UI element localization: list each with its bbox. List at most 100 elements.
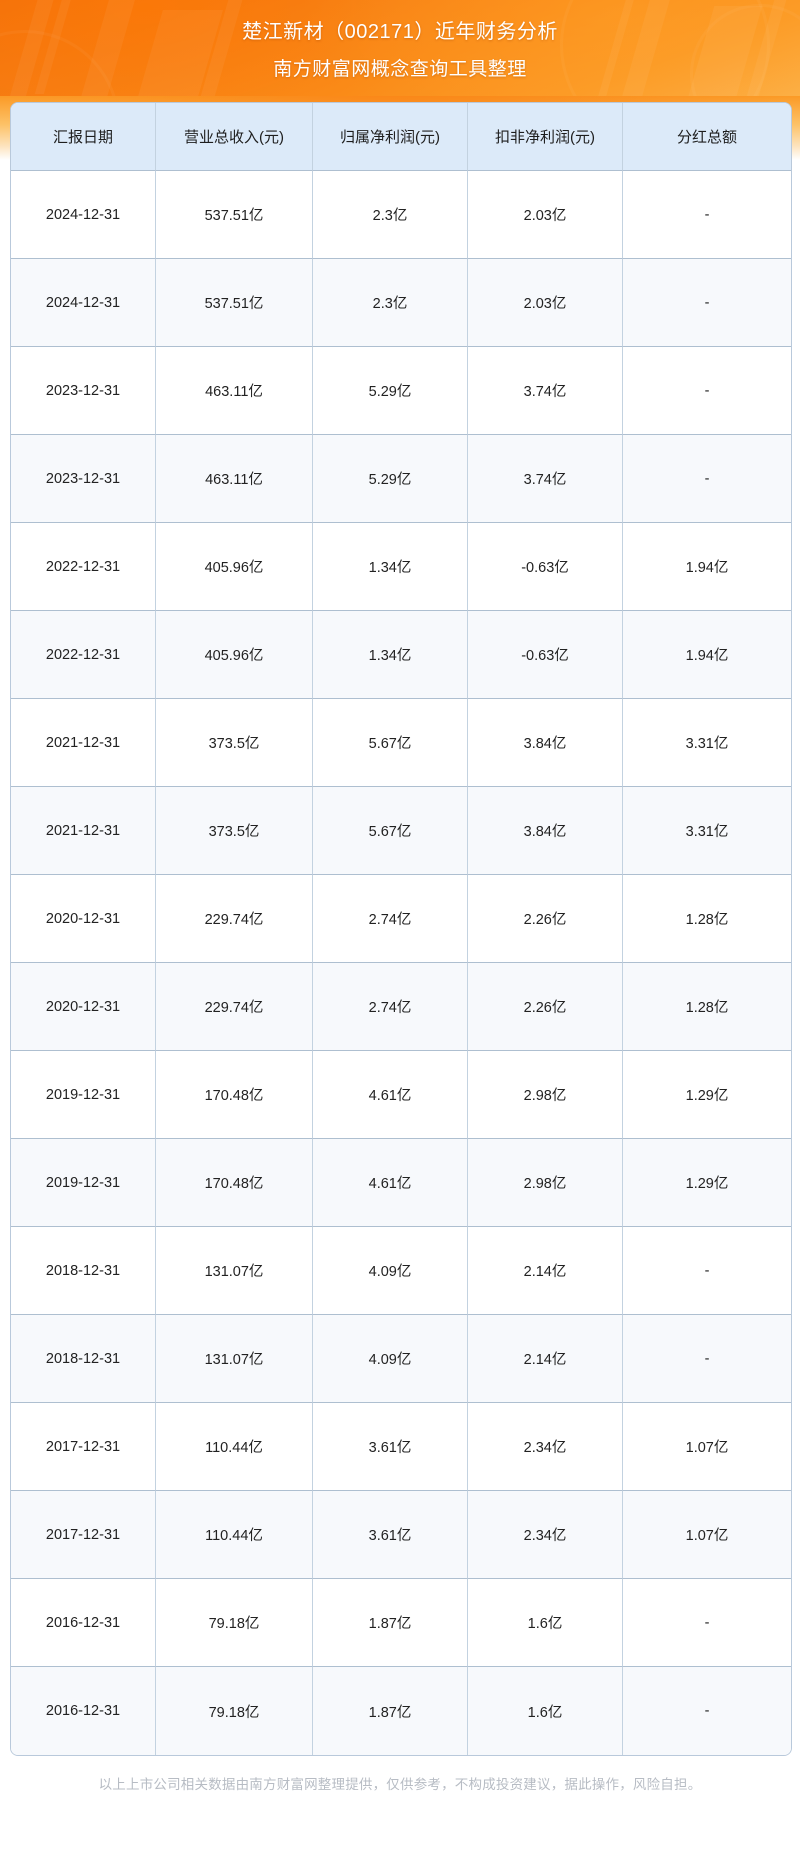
cell-deducted-profit: 2.26亿 — [468, 875, 623, 963]
column-header-report-date: 汇报日期 — [11, 103, 156, 171]
cell-total-revenue: 229.74亿 — [156, 875, 313, 963]
cell-total-revenue: 110.44亿 — [156, 1491, 313, 1579]
cell-deducted-profit: 3.74亿 — [468, 347, 623, 435]
cell-net-profit: 3.61亿 — [313, 1403, 468, 1491]
cell-net-profit: 4.61亿 — [313, 1051, 468, 1139]
cell-dividend-total: 3.31亿 — [623, 787, 791, 875]
cell-total-revenue: 131.07亿 — [156, 1227, 313, 1315]
cell-deducted-profit: 3.84亿 — [468, 699, 623, 787]
page-banner: 楚江新材（002171）近年财务分析 南方财富网概念查询工具整理 — [0, 0, 800, 96]
cell-deducted-profit: 2.98亿 — [468, 1051, 623, 1139]
table-header: 汇报日期 营业总收入(元) 归属净利润(元) 扣非净利润(元) 分红总额 — [11, 103, 791, 171]
cell-total-revenue: 373.5亿 — [156, 699, 313, 787]
cell-total-revenue: 131.07亿 — [156, 1315, 313, 1403]
cell-total-revenue: 79.18亿 — [156, 1667, 313, 1755]
cell-total-revenue: 373.5亿 — [156, 787, 313, 875]
cell-deducted-profit: 2.26亿 — [468, 963, 623, 1051]
cell-report-date: 2019-12-31 — [11, 1051, 156, 1139]
cell-net-profit: 5.29亿 — [313, 435, 468, 523]
cell-net-profit: 4.61亿 — [313, 1139, 468, 1227]
cell-report-date: 2016-12-31 — [11, 1579, 156, 1667]
cell-dividend-total: - — [623, 1579, 791, 1667]
cell-dividend-total: - — [623, 1227, 791, 1315]
table-row: 2022-12-31 405.96亿 1.34亿 -0.63亿 1.94亿 — [11, 611, 791, 699]
cell-dividend-total: 1.29亿 — [623, 1051, 791, 1139]
cell-net-profit: 4.09亿 — [313, 1227, 468, 1315]
cell-dividend-total: - — [623, 259, 791, 347]
cell-deducted-profit: 2.03亿 — [468, 171, 623, 259]
footer-disclaimer: 以上上市公司相关数据由南方财富网整理提供，仅供参考，不构成投资建议，据此操作，风… — [98, 1777, 702, 1792]
cell-total-revenue: 537.51亿 — [156, 171, 313, 259]
table-body: 2024-12-31 537.51亿 2.3亿 2.03亿 -2024-12-31 537… — [11, 171, 791, 1755]
table-row: 2024-12-31 537.51亿 2.3亿 2.03亿 - — [11, 259, 791, 347]
cell-total-revenue: 463.11亿 — [156, 347, 313, 435]
cell-total-revenue: 405.96亿 — [156, 611, 313, 699]
cell-dividend-total: - — [623, 1315, 791, 1403]
column-header-dividend-total: 分红总额 — [623, 103, 791, 171]
table-row: 2018-12-31 131.07亿 4.09亿 2.14亿 - — [11, 1315, 791, 1403]
banner-title-primary: 楚江新材（002171）近年财务分析 — [242, 21, 558, 43]
banner-title-secondary: 南方财富网概念查询工具整理 — [273, 59, 527, 80]
cell-total-revenue: 170.48亿 — [156, 1051, 313, 1139]
cell-report-date: 2018-12-31 — [11, 1315, 156, 1403]
table-row: 2019-12-31 170.48亿 4.61亿 2.98亿 1.29亿 — [11, 1139, 791, 1227]
cell-dividend-total: 1.07亿 — [623, 1403, 791, 1491]
cell-report-date: 2023-12-31 — [11, 435, 156, 523]
cell-dividend-total: 1.29亿 — [623, 1139, 791, 1227]
cell-total-revenue: 463.11亿 — [156, 435, 313, 523]
cell-net-profit: 4.09亿 — [313, 1315, 468, 1403]
cell-net-profit: 5.29亿 — [313, 347, 468, 435]
cell-total-revenue: 537.51亿 — [156, 259, 313, 347]
cell-report-date: 2016-12-31 — [11, 1667, 156, 1755]
column-header-net-profit: 归属净利润(元) — [313, 103, 468, 171]
table-row: 2020-12-31 229.74亿 2.74亿 2.26亿 1.28亿 — [11, 875, 791, 963]
cell-deducted-profit: 1.6亿 — [468, 1579, 623, 1667]
cell-dividend-total: 1.94亿 — [623, 611, 791, 699]
cell-report-date: 2021-12-31 — [11, 699, 156, 787]
cell-report-date: 2022-12-31 — [11, 523, 156, 611]
cell-deducted-profit: -0.63亿 — [468, 523, 623, 611]
cell-dividend-total: - — [623, 347, 791, 435]
cell-report-date: 2023-12-31 — [11, 347, 156, 435]
cell-report-date: 2018-12-31 — [11, 1227, 156, 1315]
table-row: 2020-12-31 229.74亿 2.74亿 2.26亿 1.28亿 — [11, 963, 791, 1051]
table-row: 2023-12-31 463.11亿 5.29亿 3.74亿 - — [11, 435, 791, 523]
cell-deducted-profit: 2.34亿 — [468, 1491, 623, 1579]
cell-net-profit: 1.34亿 — [313, 523, 468, 611]
table-row: 2017-12-31 110.44亿 3.61亿 2.34亿 1.07亿 — [11, 1403, 791, 1491]
cell-dividend-total: - — [623, 435, 791, 523]
cell-report-date: 2021-12-31 — [11, 787, 156, 875]
cell-deducted-profit: 2.34亿 — [468, 1403, 623, 1491]
cell-total-revenue: 229.74亿 — [156, 963, 313, 1051]
cell-net-profit: 5.67亿 — [313, 699, 468, 787]
cell-deducted-profit: 2.03亿 — [468, 259, 623, 347]
cell-dividend-total: 1.94亿 — [623, 523, 791, 611]
table-row: 2019-12-31 170.48亿 4.61亿 2.98亿 1.29亿 — [11, 1051, 791, 1139]
cell-report-date: 2022-12-31 — [11, 611, 156, 699]
table-row: 2023-12-31 463.11亿 5.29亿 3.74亿 - — [11, 347, 791, 435]
table-header-row: 汇报日期 营业总收入(元) 归属净利润(元) 扣非净利润(元) 分红总额 — [11, 103, 791, 171]
table-row: 2021-12-31 373.5亿 5.67亿 3.84亿 3.31亿 — [11, 787, 791, 875]
cell-report-date: 2019-12-31 — [11, 1139, 156, 1227]
table-row: 2017-12-31 110.44亿 3.61亿 2.34亿 1.07亿 — [11, 1491, 791, 1579]
cell-total-revenue: 405.96亿 — [156, 523, 313, 611]
cell-total-revenue: 110.44亿 — [156, 1403, 313, 1491]
column-header-total-revenue: 营业总收入(元) — [156, 103, 313, 171]
cell-deducted-profit: 2.98亿 — [468, 1139, 623, 1227]
table-row: 2016-12-31 79.18亿 1.87亿 1.6亿 - — [11, 1667, 791, 1755]
cell-report-date: 2017-12-31 — [11, 1491, 156, 1579]
cell-net-profit: 1.34亿 — [313, 611, 468, 699]
table-row: 2021-12-31 373.5亿 5.67亿 3.84亿 3.31亿 — [11, 699, 791, 787]
cell-report-date: 2020-12-31 — [11, 875, 156, 963]
table-row: 2022-12-31 405.96亿 1.34亿 -0.63亿 1.94亿 — [11, 523, 791, 611]
cell-report-date: 2024-12-31 — [11, 259, 156, 347]
cell-dividend-total: 1.07亿 — [623, 1491, 791, 1579]
cell-net-profit: 2.74亿 — [313, 875, 468, 963]
cell-net-profit: 2.3亿 — [313, 171, 468, 259]
cell-dividend-total: 1.28亿 — [623, 875, 791, 963]
cell-net-profit: 2.3亿 — [313, 259, 468, 347]
cell-deducted-profit: 2.14亿 — [468, 1315, 623, 1403]
cell-deducted-profit: 3.84亿 — [468, 787, 623, 875]
cell-net-profit: 5.67亿 — [313, 787, 468, 875]
